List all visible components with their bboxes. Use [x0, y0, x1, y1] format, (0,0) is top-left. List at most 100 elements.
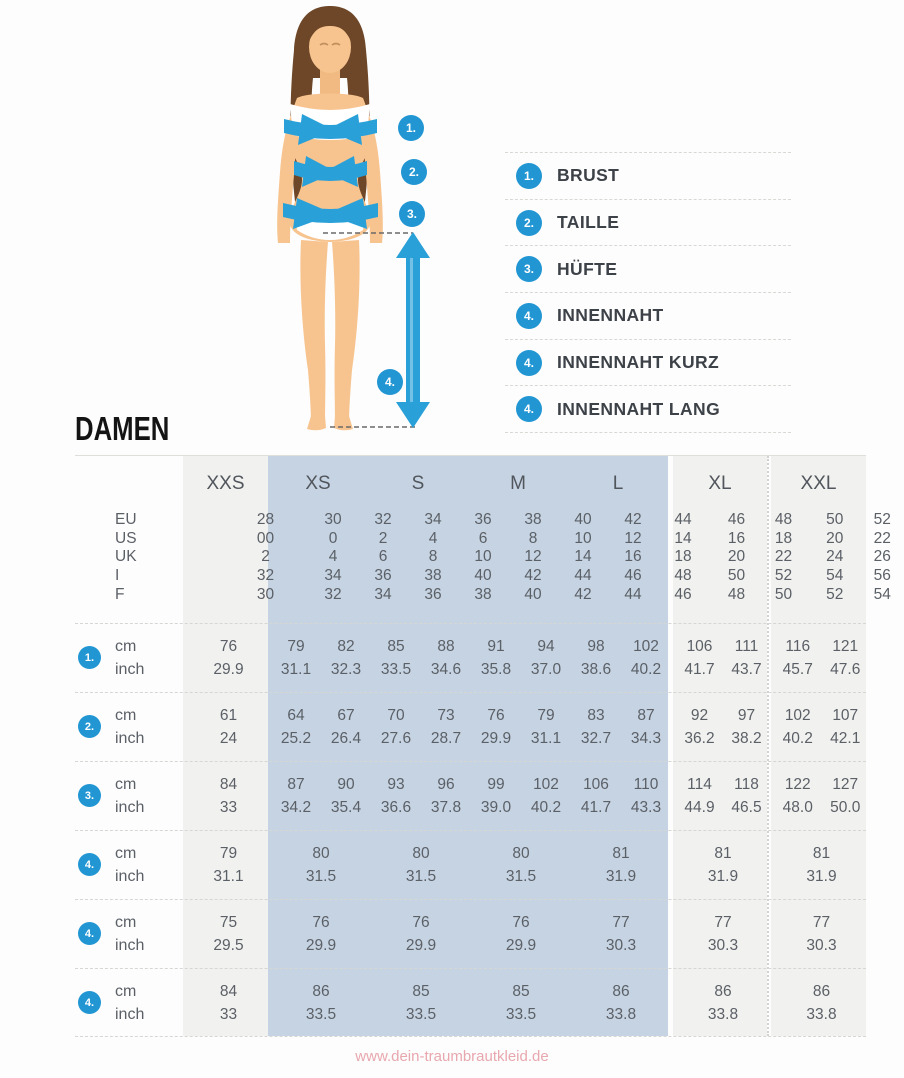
- value-cell: 77 30.3: [774, 911, 869, 957]
- page-title: DAMEN: [75, 410, 170, 447]
- value-cell: 34 36: [408, 511, 508, 529]
- cell-value: 4: [428, 529, 438, 547]
- website-url-link[interactable]: www.dein-traumbrautkleid.de: [355, 1048, 549, 1065]
- cm-value: 92 97: [676, 704, 770, 727]
- cell-value: 39.0: [480, 798, 512, 816]
- cell-value: 40: [574, 511, 592, 529]
- table-header-row: XXS XS S M L XL XXL: [75, 456, 866, 511]
- cm-value: 86: [312, 982, 330, 1000]
- figure-marker-3: 3.: [399, 201, 425, 227]
- inch-value: 29.9: [405, 936, 437, 954]
- value-cell: 76 29.9: [271, 911, 371, 957]
- cm-value: 70 73: [371, 704, 471, 727]
- cell-line: 16 18: [608, 548, 708, 566]
- unit-inch-label: inch: [115, 936, 145, 954]
- size-header-l: L: [612, 472, 624, 494]
- size-header-xs: XS: [305, 472, 331, 494]
- cm-value: 116 121: [774, 635, 869, 658]
- cell-value: 37.0: [530, 660, 562, 678]
- cell-value: 106: [583, 775, 609, 793]
- cm-value: 80: [312, 844, 330, 862]
- cm-value: 61: [219, 706, 238, 724]
- cell-value: 38: [474, 585, 492, 603]
- value-cell: 99 102 39.0 40.2: [471, 773, 571, 819]
- value-cell: 85 33.5: [471, 980, 571, 1026]
- cell-value: 38: [524, 511, 542, 529]
- unit-cm-label: cm: [115, 706, 137, 724]
- cm-value: 83 87: [571, 704, 671, 727]
- cell-value: 50.0: [830, 798, 861, 816]
- conversion-row: US 00 0 2 4 6 8 10 12 14 16 18 20 22: [75, 529, 891, 549]
- inch-value: 48.0 50.0: [774, 796, 869, 819]
- measurement-label-cell: 4. cm inch: [75, 842, 186, 888]
- cm-value: 77: [612, 913, 630, 931]
- cell-value: 50: [826, 511, 844, 529]
- cell-value: 46: [624, 567, 642, 585]
- value-cell: 80 31.5: [271, 842, 371, 888]
- inch-value: 31.5: [305, 867, 337, 885]
- hair-fringe: [308, 10, 352, 44]
- cell-value: 24: [826, 548, 844, 566]
- inch-value: 31.1: [213, 867, 244, 885]
- cell-value: 40.2: [782, 729, 813, 747]
- value-cell-xxs: 30: [256, 585, 275, 603]
- unit-labels: cm inch: [115, 911, 144, 957]
- band-xl: [673, 456, 767, 1036]
- value-cell: 8 10: [408, 548, 508, 566]
- value-cell: 86 33.8: [676, 980, 770, 1026]
- legend-item: 1. BRUST: [505, 152, 791, 199]
- right-eye: [331, 42, 341, 46]
- cell-value: 34: [374, 585, 392, 603]
- value-cell: 106 111 41.7 43.7: [676, 635, 770, 681]
- cell-value: 12: [624, 529, 642, 547]
- legend-number-badge: 4.: [516, 396, 542, 423]
- cell-value: 48: [774, 511, 793, 529]
- value-cell: 64 67 25.2 26.4: [271, 704, 371, 750]
- cell-value: 26.4: [330, 729, 362, 747]
- cell-line: 20 22: [713, 548, 807, 566]
- cell-value: 92: [690, 706, 709, 724]
- cell-line: 40 42: [508, 586, 608, 604]
- unit-labels: cm inch: [115, 635, 144, 681]
- cell-value: 34.2: [280, 798, 312, 816]
- cell-value: 107: [832, 706, 859, 724]
- cm-value: 98 102: [571, 635, 671, 658]
- unit-labels: cm inch: [115, 773, 144, 819]
- value-cell: 54 56: [811, 567, 904, 585]
- inch-value: 33.8: [806, 1005, 837, 1023]
- measurement-group-innennaht-lang: 4. cm inch 84 33 86 33.5 85 33.5 85 33.5 86 33.8 86 33…: [75, 967, 866, 1037]
- cell-value: 41.7: [684, 660, 715, 678]
- inch-value: 33.5: [305, 1005, 337, 1023]
- cell-value: 83: [587, 706, 605, 724]
- inch-value: 33.5: [505, 1005, 537, 1023]
- cell-line: 30 32: [308, 511, 408, 529]
- xl-xxl-dotted-separator: [767, 456, 769, 1036]
- cell-value: 40: [524, 585, 542, 603]
- cm-value: 79 82: [271, 635, 371, 658]
- cell-value: 67: [337, 706, 355, 724]
- value-cell: 42 44: [508, 567, 608, 585]
- value-cell: 34 36: [308, 567, 408, 585]
- value-cell: 86 33.8: [571, 980, 671, 1026]
- legend-number-badge: 4.: [516, 302, 542, 329]
- value-cell: 44 46: [608, 586, 708, 604]
- cell-value: 36: [474, 511, 492, 529]
- value-cell: 81 31.9: [676, 842, 770, 888]
- cell-value: 4: [328, 548, 338, 566]
- inch-value: 41.7 43.7: [676, 658, 770, 681]
- value-cell: 87 90 34.2 35.4: [271, 773, 371, 819]
- cell-value: 97: [737, 706, 756, 724]
- measurement-group-taille: 2. cm inch 61 24 64 67 25.2 26.4 70 73 27.6 28.7 76 79…: [75, 691, 869, 761]
- cell-value: 110: [633, 775, 659, 793]
- unit-labels: cm inch: [115, 704, 144, 750]
- cell-line: 20 22: [811, 530, 904, 548]
- cell-line: 34 36: [308, 567, 408, 585]
- cell-value: 22: [873, 529, 891, 547]
- value-cell-xxs: 76 29.9: [186, 635, 271, 681]
- cell-line: 54 56: [811, 567, 904, 585]
- cm-value: 86: [612, 982, 630, 1000]
- cell-line: 38 40: [508, 511, 608, 529]
- cell-value: 32.7: [580, 729, 612, 747]
- cm-value: 102 107: [774, 704, 869, 727]
